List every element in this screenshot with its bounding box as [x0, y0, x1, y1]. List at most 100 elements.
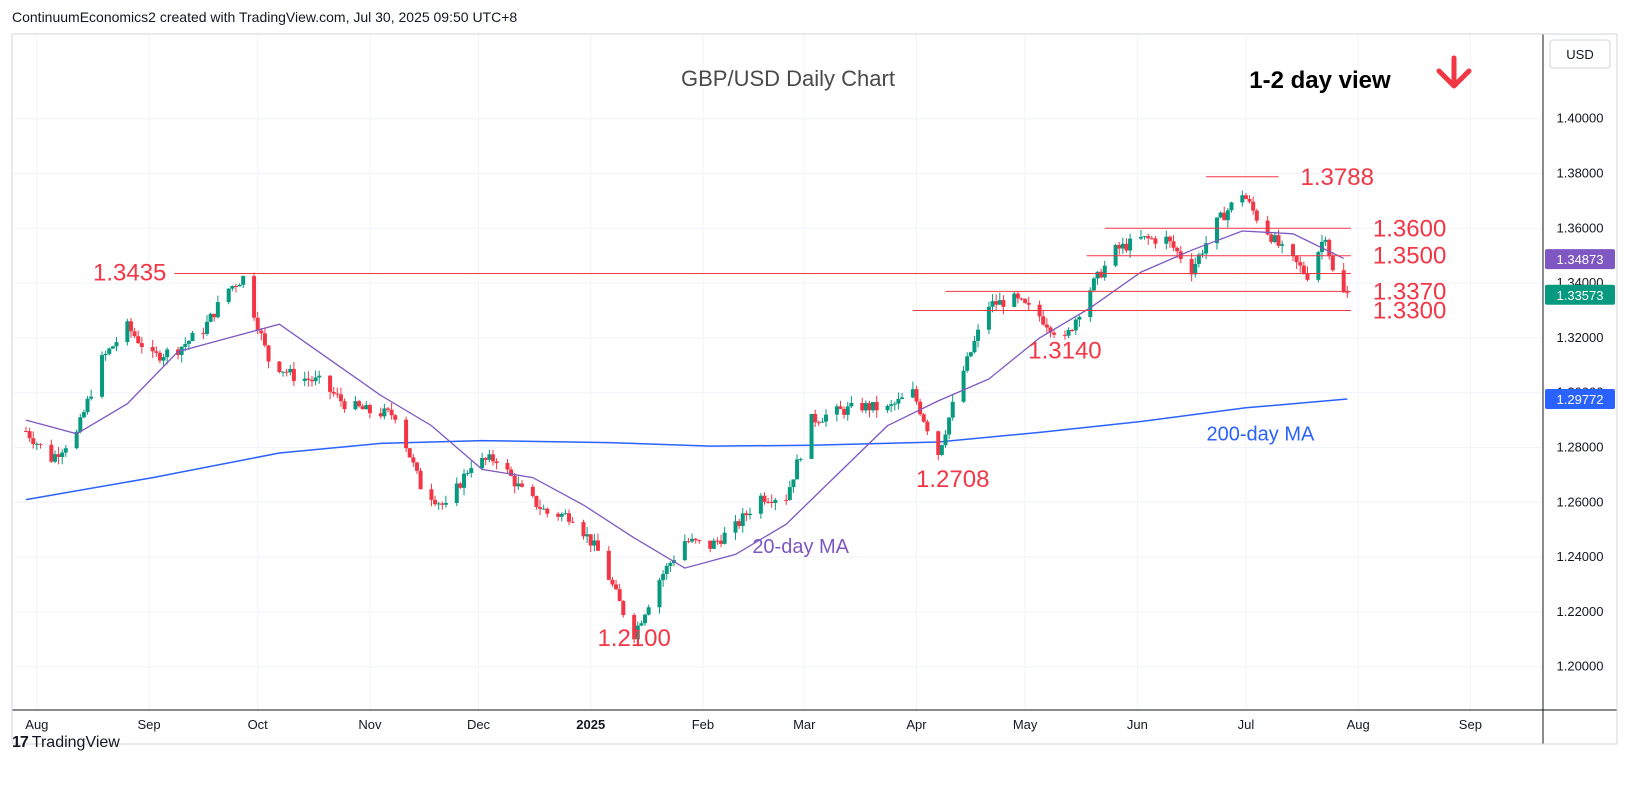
candle — [1041, 310, 1046, 326]
price-tag — [1545, 388, 1615, 409]
candle-body — [795, 459, 800, 480]
candle-body — [617, 589, 622, 602]
candle — [798, 457, 803, 462]
ma20-line — [25, 230, 1344, 569]
candle — [512, 472, 517, 494]
candle-body — [1272, 235, 1277, 242]
candle — [867, 400, 872, 418]
candle — [567, 509, 571, 526]
candle — [233, 283, 238, 293]
candle-body — [976, 329, 981, 341]
candle-body — [505, 463, 510, 470]
candle-body — [1167, 236, 1172, 242]
candle-body — [711, 540, 716, 549]
candle-body — [849, 402, 854, 407]
candle-body — [241, 276, 246, 285]
candle-body — [1193, 263, 1198, 275]
candle — [947, 417, 952, 440]
candle — [1222, 206, 1227, 221]
candle — [150, 339, 155, 358]
candle — [230, 285, 235, 292]
candle-body — [1052, 332, 1057, 335]
candle-body — [936, 431, 941, 455]
candle — [1019, 297, 1024, 301]
candle-body — [1128, 238, 1133, 251]
candle-body — [414, 462, 419, 471]
candle-body — [1341, 270, 1346, 293]
candle-body — [378, 413, 383, 417]
candle — [820, 417, 825, 423]
candle-body — [1019, 298, 1024, 300]
candle — [288, 364, 293, 376]
candle — [874, 395, 879, 418]
candle — [1254, 208, 1259, 224]
candle — [277, 361, 282, 374]
candle — [1142, 235, 1147, 240]
x-tick-label: 2025 — [576, 717, 605, 732]
candle — [128, 317, 133, 338]
candle — [509, 466, 514, 477]
candle-body — [1276, 235, 1281, 246]
candle — [1138, 229, 1143, 241]
candle — [1269, 232, 1274, 245]
candle-body — [791, 479, 796, 488]
candle-body — [284, 371, 289, 373]
candle-body — [338, 394, 343, 402]
candle — [284, 368, 289, 377]
price-tag — [1545, 249, 1615, 270]
level-label: 1.3370 — [1373, 278, 1446, 305]
candle — [581, 519, 586, 540]
candle — [74, 429, 79, 450]
candle-body — [1189, 259, 1194, 275]
candle-body — [639, 623, 644, 626]
candle — [686, 537, 691, 544]
candle-body — [939, 445, 944, 455]
x-tick-label: Oct — [248, 717, 269, 732]
candle-body — [404, 419, 409, 449]
candle-body — [968, 352, 973, 357]
candle — [1327, 238, 1332, 260]
candle-body — [237, 284, 242, 287]
candle — [1251, 196, 1256, 215]
x-tick-label: Jul — [1238, 717, 1255, 732]
candle-body — [302, 378, 307, 381]
candle-body — [842, 409, 847, 415]
candle-body — [693, 538, 698, 541]
view-label: 1-2 day view — [1249, 67, 1391, 94]
candle-body — [78, 417, 83, 432]
candle — [1077, 315, 1082, 327]
candle — [965, 352, 970, 373]
candle-body — [567, 513, 571, 522]
candle — [530, 484, 535, 498]
candle-body — [1196, 254, 1201, 264]
candle — [411, 453, 416, 467]
candle — [291, 362, 296, 387]
candle — [892, 401, 897, 411]
candle-body — [342, 401, 347, 410]
candle-body — [1200, 253, 1205, 255]
y-tick-label: 1.22000 — [1557, 604, 1604, 619]
candle-body — [686, 541, 691, 543]
candle-body — [328, 375, 333, 392]
currency-button[interactable] — [1549, 39, 1611, 69]
candle-body — [1254, 210, 1259, 221]
candle-body — [186, 341, 191, 344]
candle-body — [56, 454, 61, 457]
candle-body — [103, 353, 108, 356]
candle-body — [961, 370, 966, 402]
candle — [353, 396, 358, 411]
candle — [1272, 231, 1277, 244]
candle-body — [52, 454, 57, 462]
candle-body — [107, 348, 112, 354]
candle — [480, 452, 485, 471]
candle-body — [867, 403, 872, 411]
candle — [306, 371, 311, 387]
candle-body — [538, 507, 543, 509]
candle-body — [1305, 273, 1310, 280]
candle-body — [541, 508, 546, 510]
footer-brand[interactable]: 17 TradingView — [12, 734, 120, 752]
candle — [889, 399, 894, 413]
candle — [465, 470, 470, 477]
candle — [769, 494, 774, 508]
